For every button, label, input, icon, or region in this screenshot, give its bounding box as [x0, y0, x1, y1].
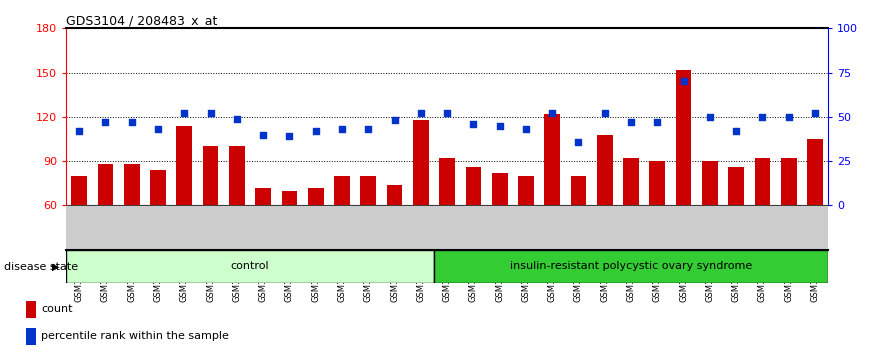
Text: GDS3104 / 208483_x_at: GDS3104 / 208483_x_at	[66, 14, 218, 27]
Point	[597, 110, 611, 116]
Point	[230, 116, 244, 121]
Point	[729, 128, 744, 134]
Point	[624, 119, 638, 125]
Bar	[465, 167, 481, 294]
Bar	[150, 170, 166, 294]
Bar	[98, 164, 114, 294]
Bar	[729, 167, 744, 294]
Bar	[649, 161, 665, 294]
Point	[781, 114, 796, 120]
Point	[414, 110, 428, 116]
Bar	[807, 139, 823, 294]
Bar	[255, 188, 271, 294]
Bar	[203, 146, 218, 294]
Point	[519, 126, 533, 132]
Bar	[360, 176, 376, 294]
Bar	[754, 158, 770, 294]
Point	[755, 114, 769, 120]
Bar	[26, 301, 36, 318]
FancyBboxPatch shape	[434, 250, 828, 283]
Bar	[71, 176, 87, 294]
Point	[808, 110, 822, 116]
Text: count: count	[41, 304, 72, 314]
Point	[151, 126, 165, 132]
Point	[650, 119, 664, 125]
Point	[388, 118, 402, 123]
Point	[677, 79, 691, 84]
Bar	[307, 188, 323, 294]
Bar	[544, 114, 560, 294]
Text: percentile rank within the sample: percentile rank within the sample	[41, 331, 229, 341]
Bar	[676, 70, 692, 294]
Bar	[176, 126, 192, 294]
Point	[492, 123, 507, 129]
Point	[545, 110, 559, 116]
Point	[703, 114, 717, 120]
Bar	[229, 146, 245, 294]
Point	[466, 121, 480, 127]
Bar	[282, 190, 297, 294]
Point	[361, 126, 375, 132]
Bar	[334, 176, 350, 294]
Bar	[124, 164, 140, 294]
Point	[125, 119, 139, 125]
Point	[308, 128, 322, 134]
Bar	[597, 135, 612, 294]
Text: insulin-resistant polycystic ovary syndrome: insulin-resistant polycystic ovary syndr…	[510, 261, 752, 272]
Point	[99, 119, 113, 125]
Point	[440, 110, 454, 116]
Point	[283, 133, 297, 139]
Text: disease state: disease state	[4, 262, 78, 272]
Bar	[623, 158, 639, 294]
Point	[204, 110, 218, 116]
Bar	[518, 176, 534, 294]
Point	[177, 110, 191, 116]
Point	[335, 126, 349, 132]
Text: control: control	[231, 261, 270, 272]
Point	[256, 132, 270, 137]
Bar	[387, 185, 403, 294]
Bar	[413, 120, 429, 294]
Bar	[781, 158, 796, 294]
Bar	[492, 173, 507, 294]
Bar	[440, 158, 455, 294]
FancyBboxPatch shape	[66, 250, 434, 283]
Point	[72, 128, 86, 134]
Bar	[571, 176, 587, 294]
Bar	[26, 328, 36, 345]
Point	[572, 139, 586, 144]
Bar	[702, 161, 718, 294]
Text: ▶: ▶	[52, 262, 60, 272]
